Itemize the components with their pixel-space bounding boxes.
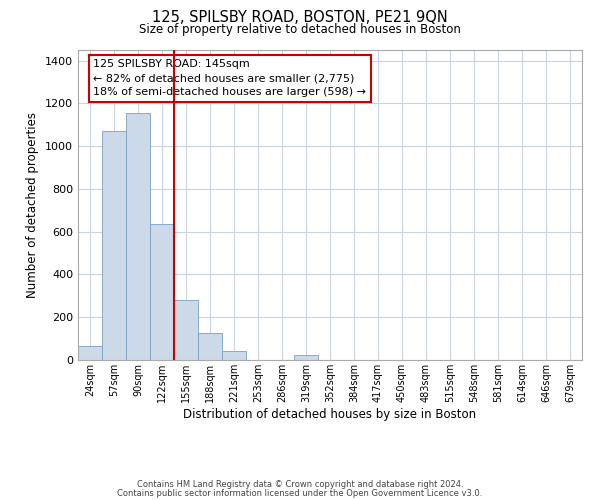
- Bar: [222, 352, 246, 360]
- Text: Contains HM Land Registry data © Crown copyright and database right 2024.: Contains HM Land Registry data © Crown c…: [137, 480, 463, 489]
- Bar: [198, 334, 222, 360]
- Text: 125, SPILSBY ROAD, BOSTON, PE21 9QN: 125, SPILSBY ROAD, BOSTON, PE21 9QN: [152, 10, 448, 25]
- Bar: [150, 224, 174, 360]
- Text: Contains public sector information licensed under the Open Government Licence v3: Contains public sector information licen…: [118, 489, 482, 498]
- Bar: [78, 346, 102, 360]
- Bar: [102, 131, 126, 360]
- Y-axis label: Number of detached properties: Number of detached properties: [26, 112, 40, 298]
- Text: Size of property relative to detached houses in Boston: Size of property relative to detached ho…: [139, 22, 461, 36]
- Bar: [294, 356, 318, 360]
- Text: 125 SPILSBY ROAD: 145sqm
← 82% of detached houses are smaller (2,775)
18% of sem: 125 SPILSBY ROAD: 145sqm ← 82% of detach…: [93, 60, 366, 98]
- X-axis label: Distribution of detached houses by size in Boston: Distribution of detached houses by size …: [184, 408, 476, 420]
- Bar: [126, 113, 150, 360]
- Bar: [174, 300, 198, 360]
